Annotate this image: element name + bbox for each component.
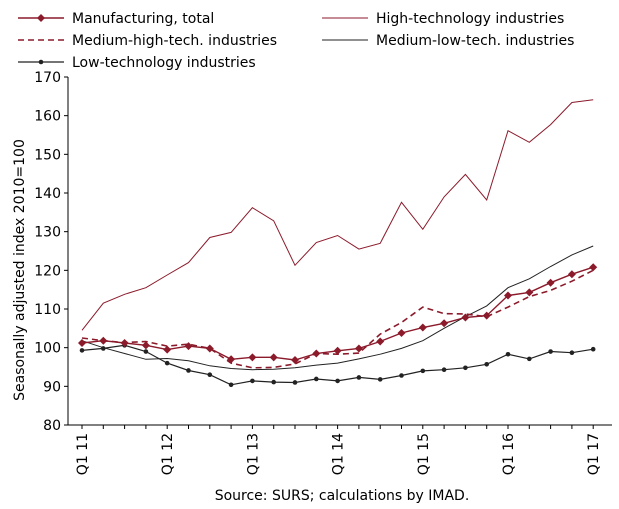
data-point: [589, 263, 598, 272]
y-tick-label: 160: [34, 109, 61, 125]
data-point: [505, 351, 511, 357]
data-point: [418, 323, 427, 332]
legend-label: Medium-high-tech. industries: [72, 33, 277, 49]
series-line: [81, 266, 594, 361]
data-point: [590, 346, 596, 352]
y-tick-label: 170: [34, 70, 61, 86]
x-tick-label: Q1 17: [586, 433, 602, 475]
data-point: [441, 367, 447, 373]
legend-label: Medium-low-tech. industries: [376, 33, 574, 49]
data-point: [250, 378, 255, 384]
data-point: [484, 361, 490, 367]
series-line: [81, 99, 594, 331]
data-point: [399, 373, 404, 378]
legend-item: High-technology industries: [322, 11, 564, 27]
data-point: [548, 349, 553, 354]
y-tick-label: 150: [34, 147, 61, 163]
data-point: [186, 368, 191, 373]
data-point: [227, 355, 236, 364]
data-point: [314, 376, 319, 382]
y-tick-label: 140: [34, 186, 61, 202]
data-point: [163, 345, 172, 354]
y-axis-label: Seasonally adjusted index 2010=100: [12, 139, 28, 401]
legend-item: Medium-low-tech. industries: [322, 33, 574, 49]
data-point: [205, 344, 214, 353]
y-tick-label: 100: [34, 341, 61, 357]
y-tick-label: 80: [43, 418, 61, 434]
data-point: [527, 356, 532, 362]
x-tick-label: Q1 13: [245, 433, 261, 475]
legend-swatch-marker: [38, 59, 44, 65]
data-point: [376, 337, 385, 346]
legend-label: Low-technology industries: [72, 55, 256, 71]
data-point: [356, 375, 362, 380]
data-point: [164, 360, 170, 366]
data-point: [269, 353, 278, 362]
data-point: [463, 365, 468, 371]
data-point: [525, 288, 534, 297]
data-point: [504, 291, 512, 300]
y-tick-label: 120: [34, 263, 61, 279]
data-point: [207, 372, 213, 378]
data-point: [141, 341, 150, 350]
y-tick-label: 130: [34, 225, 61, 241]
data-point: [78, 339, 86, 348]
series-line: [81, 245, 594, 371]
data-point: [567, 270, 576, 279]
x-tick-label: Q1 15: [416, 433, 432, 475]
data-point: [101, 346, 106, 351]
plot-area: [78, 99, 598, 388]
data-point: [143, 349, 149, 354]
data-point: [333, 346, 342, 355]
data-point: [377, 377, 383, 382]
y-tick-label: 110: [34, 302, 61, 318]
legend-item: Low-technology industries: [18, 55, 256, 71]
series-medium-low-tech-industries: [81, 245, 594, 371]
legend-item: Manufacturing, total: [18, 11, 214, 27]
legend-swatch-marker: [37, 14, 45, 22]
x-tick-label: Q1 16: [501, 433, 517, 475]
data-point: [99, 336, 108, 345]
data-point: [228, 382, 234, 388]
legend-label: Manufacturing, total: [72, 11, 214, 27]
y-tick-label: 90: [43, 379, 61, 395]
legend: Manufacturing, total High-technology indu…: [18, 11, 574, 71]
series-manufacturing-total: [78, 263, 598, 365]
legend-item: Medium-high-tech. industries: [18, 33, 277, 49]
data-point: [546, 278, 555, 287]
data-point: [312, 349, 321, 358]
data-point: [248, 353, 257, 362]
data-point: [397, 328, 406, 337]
data-point: [120, 339, 129, 348]
data-point: [440, 319, 449, 328]
x-tick-label: Q1 14: [331, 433, 347, 475]
series-high-technology-industries: [81, 99, 594, 331]
x-tick-label: Q1 11: [75, 433, 91, 475]
data-point: [354, 344, 363, 353]
data-point: [461, 313, 470, 322]
data-point: [271, 379, 277, 385]
axes: 80 90 100 110 120 130 140 150 160 170 Q1 11 Q1 12 Q1…: [34, 70, 612, 475]
source-note: Source: SURS; calculations by IMAD.: [215, 488, 470, 504]
data-point: [79, 348, 85, 353]
data-point: [482, 311, 491, 320]
series-low-technology-industries: [79, 343, 596, 388]
x-tick-label: Q1 12: [160, 433, 176, 475]
data-point: [184, 342, 193, 351]
data-point: [569, 350, 575, 355]
data-point: [335, 378, 340, 384]
legend-label: High-technology industries: [376, 11, 564, 27]
data-point: [291, 356, 299, 365]
data-point: [420, 368, 426, 374]
data-point: [292, 380, 298, 385]
